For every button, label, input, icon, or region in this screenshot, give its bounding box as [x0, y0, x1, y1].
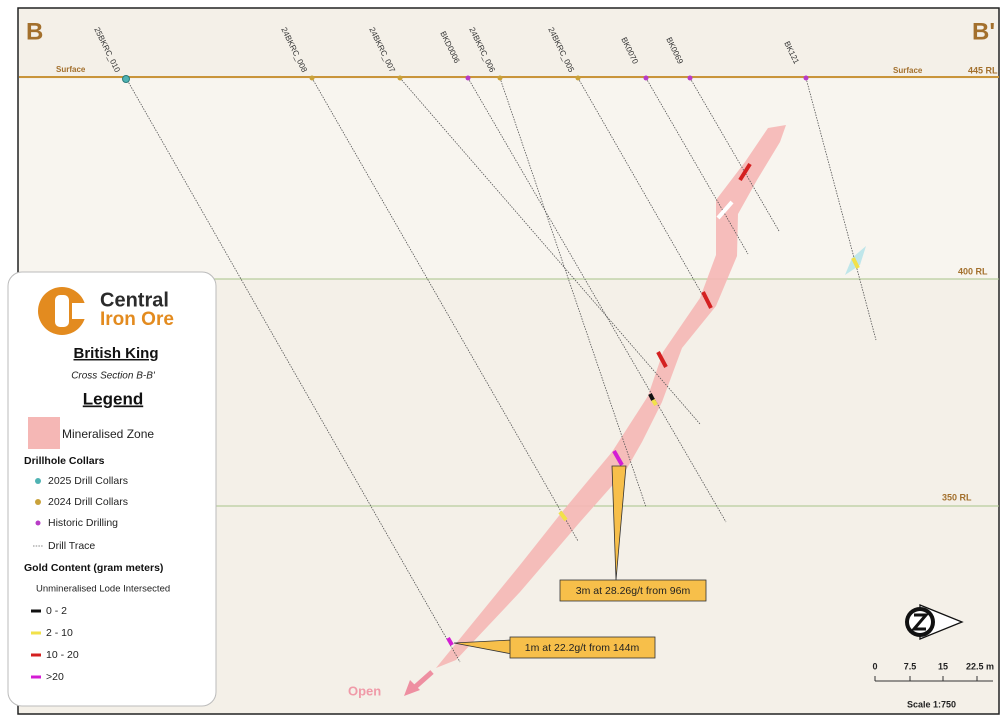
- legend-subheading: Drillhole Collars: [24, 455, 105, 467]
- drill-trace: [399, 77, 701, 425]
- drill-traces: [125, 77, 877, 663]
- surface-label: Surface: [56, 65, 86, 74]
- drill-trace: [125, 77, 461, 663]
- scale-label: 22.5 m: [966, 661, 994, 671]
- collar: [397, 75, 403, 81]
- legend-item: 2025 Drill Collars: [48, 475, 128, 487]
- collar: [643, 75, 649, 81]
- intercept: [648, 393, 655, 401]
- legend-item: Historic Drilling: [48, 517, 118, 529]
- intercept: [738, 162, 752, 182]
- scale-label: 7.5: [904, 661, 917, 671]
- legend-symbol: [35, 499, 41, 505]
- intercept: [612, 450, 624, 466]
- intercept: [716, 200, 734, 220]
- legend-symbol: [35, 520, 41, 526]
- company-name: Central: [100, 289, 169, 311]
- intercept: [851, 257, 860, 269]
- intercept: [656, 351, 668, 368]
- drill-trace: [577, 77, 711, 309]
- legend-item: 10 - 20: [46, 649, 79, 661]
- intercept: [701, 291, 713, 309]
- collar: [687, 75, 693, 81]
- drill-trace: [805, 77, 877, 341]
- open-arrowhead: [404, 680, 420, 696]
- collars: [122, 75, 809, 83]
- legend-item: 2 - 10: [46, 627, 73, 639]
- collar: [465, 75, 471, 81]
- legend-item: >20: [46, 671, 64, 683]
- collar: [122, 75, 130, 83]
- collar: [803, 75, 809, 81]
- legend-item: Mineralised Zone: [62, 427, 154, 441]
- legend: Central Iron Ore British King Cross Sect…: [7, 271, 217, 707]
- project-title: British King: [74, 345, 159, 362]
- collar: [497, 75, 503, 81]
- scale-label: 15: [938, 661, 948, 671]
- section-end: B': [972, 18, 995, 45]
- project-subtitle: Cross Section B-B': [71, 371, 156, 382]
- intercept: [651, 398, 658, 407]
- legend-symbol: [35, 478, 41, 484]
- intercept: [558, 510, 568, 522]
- collar: [309, 75, 315, 81]
- open-arrow: [412, 670, 434, 690]
- callout: [509, 636, 656, 659]
- drill-trace: [467, 77, 727, 523]
- legend-subheading: Gold Content (gram meters): [24, 562, 163, 574]
- intercepts: [446, 162, 860, 646]
- legend-item: 0 - 2: [46, 605, 67, 617]
- section-end: B: [26, 18, 43, 45]
- upper-band: [19, 79, 998, 279]
- callout-text: 1m at 22.2g/t from 144m: [525, 642, 640, 654]
- scale-bar: 0 7.5 15 22.5 m Scale 1:750: [872, 661, 994, 709]
- zone-swatch: [28, 417, 60, 449]
- legend-item: Unmineralised Lode Intersected: [36, 584, 170, 595]
- legend-item: 2024 Drill Collars: [48, 496, 128, 508]
- callout-pointer: [611, 465, 627, 581]
- logo-core: [55, 295, 69, 327]
- open-label: Open: [348, 683, 381, 698]
- legend-item: Drill Trace: [48, 540, 95, 552]
- mineralised-zone: [436, 125, 786, 668]
- callout: [559, 579, 707, 602]
- collar: [575, 75, 581, 81]
- level-label: 400 RL: [958, 266, 988, 276]
- legend-heading: Legend: [83, 389, 143, 408]
- legend-panel: [7, 271, 217, 707]
- callout-text: 3m at 28.26g/t from 96m: [576, 585, 691, 597]
- north-n: [910, 613, 930, 631]
- logo-gap: [72, 303, 88, 319]
- north-arrow: [905, 604, 964, 640]
- company-name: Iron Ore: [100, 309, 174, 330]
- scale-ratio: Scale 1:750: [907, 699, 956, 709]
- surface-label: Surface: [893, 66, 923, 75]
- level-label: 350 RL: [942, 492, 972, 502]
- level-label: 445 RL: [968, 65, 998, 75]
- intercept: [446, 637, 454, 646]
- scale-label: 0: [872, 661, 877, 671]
